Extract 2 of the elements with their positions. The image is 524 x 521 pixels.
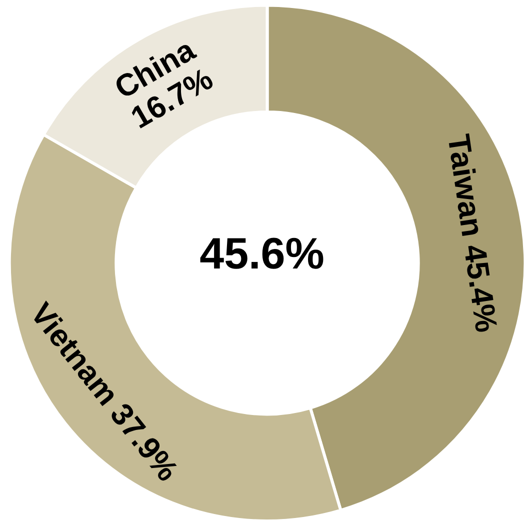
text: 45.6% bbox=[200, 230, 324, 278]
slice-label: Taiwan 45.4% bbox=[440, 132, 504, 334]
